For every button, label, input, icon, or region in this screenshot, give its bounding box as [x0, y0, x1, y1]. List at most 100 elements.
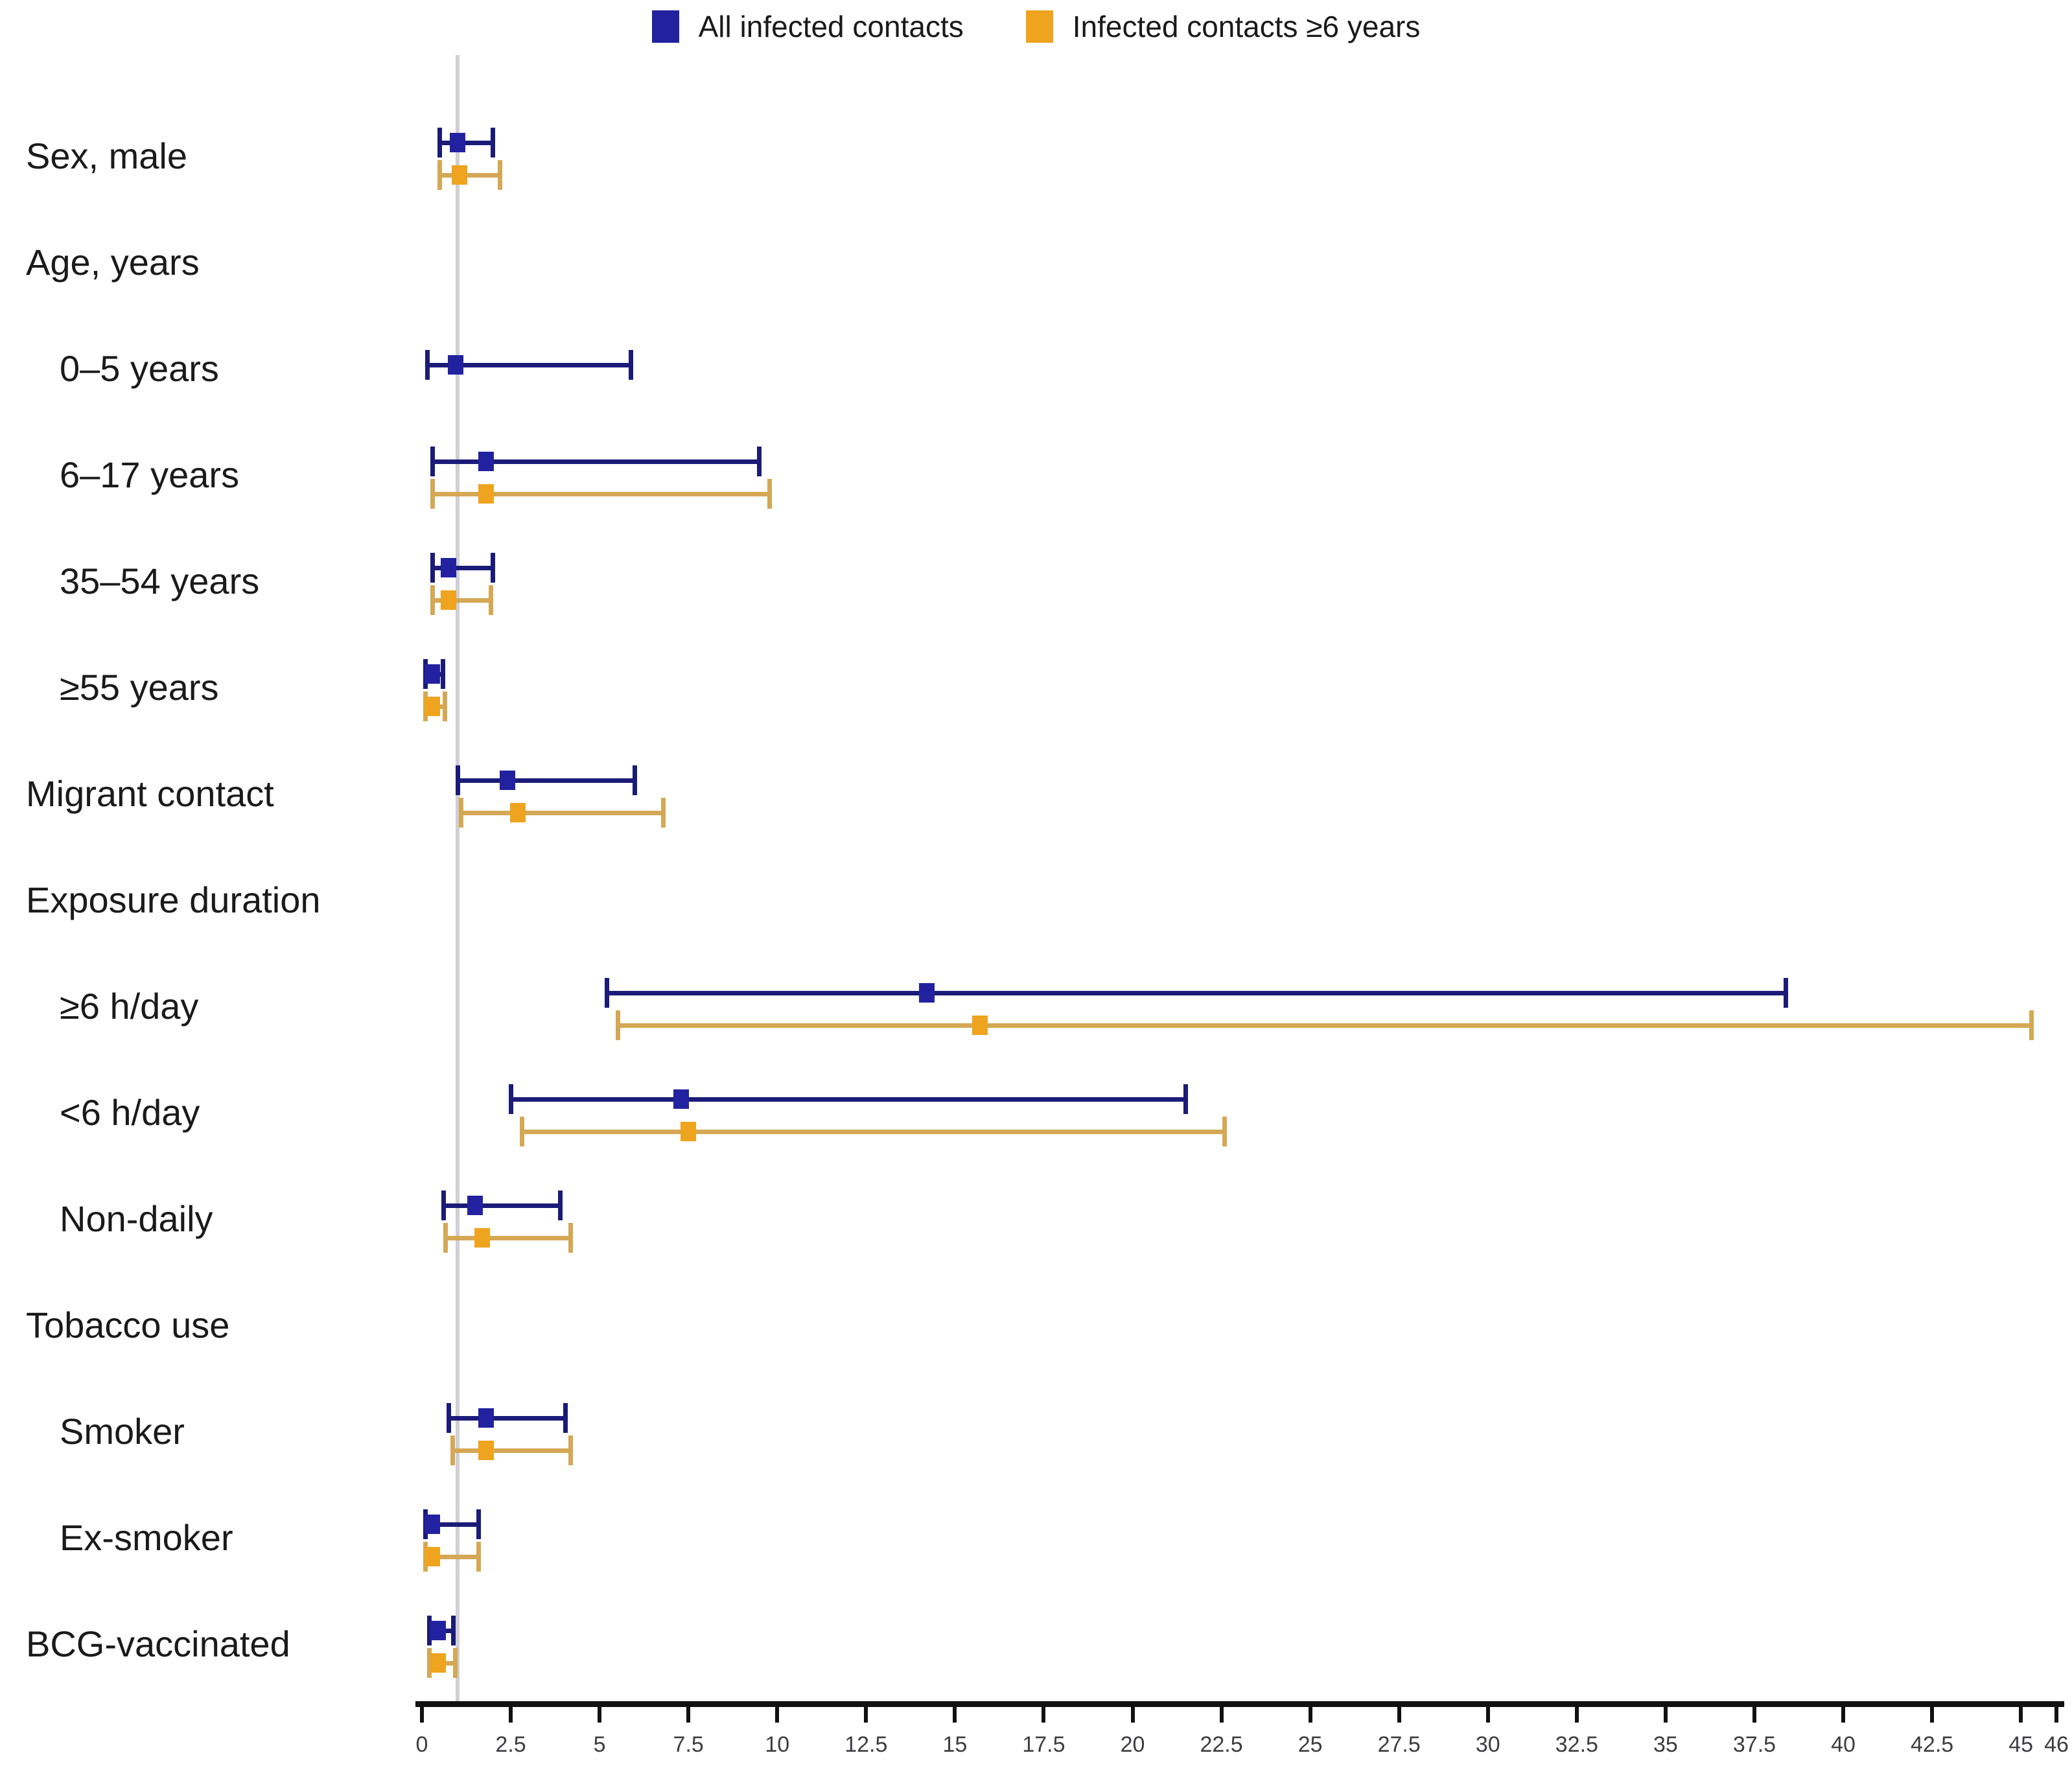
legend: All infected contacts Infected contacts … [0, 9, 2072, 44]
error-bar-cap-right [490, 128, 495, 157]
x-axis-tick [953, 1707, 957, 1723]
x-axis-tick [420, 1707, 424, 1723]
point-marker [425, 1547, 441, 1566]
x-tick-label: 22.5 [1200, 1732, 1243, 1757]
error-bar-cap-left [605, 978, 610, 1008]
error-bar-line [439, 172, 500, 178]
error-bar-line [452, 1448, 572, 1453]
point-marker [478, 1408, 494, 1428]
error-bar-cap-right [756, 447, 762, 476]
x-tick-label: 30 [1475, 1732, 1500, 1757]
point-marker [478, 1441, 494, 1460]
error-bar-cap-left [519, 1117, 524, 1146]
point-marker [467, 1196, 483, 1215]
point-marker [478, 484, 494, 504]
point-marker [448, 355, 464, 375]
x-axis-tick [1219, 1707, 1224, 1723]
x-tick-label: 17.5 [1022, 1732, 1065, 1757]
legend-label: All infected contacts [698, 10, 964, 43]
error-bar-cap-right [476, 1542, 481, 1572]
error-bar-line [427, 362, 632, 367]
point-marker [673, 1089, 690, 1109]
error-bar-cap-right [497, 160, 502, 190]
x-tick-label: 35 [1653, 1732, 1678, 1757]
point-marker [474, 1228, 491, 1248]
x-axis-tick [1663, 1707, 1668, 1723]
error-bar-cap-left [430, 585, 436, 615]
x-tick-label: 27.5 [1377, 1732, 1421, 1757]
point-marker [425, 697, 441, 716]
row-label: BCG-vaccinated [26, 1623, 290, 1664]
error-bar-line [432, 491, 771, 496]
error-bar-cap-left [437, 128, 443, 157]
x-tick-label: 15 [942, 1732, 968, 1757]
error-bar-line [443, 1203, 561, 1208]
point-marker [681, 1122, 697, 1141]
x-tick-label: 20 [1120, 1732, 1145, 1757]
error-bar-cap-right [488, 585, 493, 615]
category-header-label: Exposure duration [26, 879, 321, 920]
x-tick-label: 5 [593, 1732, 606, 1757]
x-tick-label: 0 [415, 1732, 428, 1757]
error-bar-cap-right [440, 659, 445, 689]
x-axis-tick [864, 1707, 868, 1723]
error-bar-line [432, 565, 493, 570]
error-bar-line [457, 778, 635, 783]
x-axis-tick [1042, 1707, 1046, 1723]
x-tick-label: 37.5 [1732, 1732, 1776, 1757]
error-bar-line [461, 810, 664, 815]
legend-swatch-icon [1025, 10, 1053, 43]
error-bar-line [617, 1023, 2032, 1028]
legend-label: Infected contacts ≥6 years [1072, 10, 1421, 43]
error-bar-line [521, 1129, 1226, 1134]
row-label: ≥55 years [60, 667, 219, 708]
point-marker [972, 1016, 988, 1035]
point-marker [430, 1653, 446, 1673]
legend-swatch-icon [651, 10, 679, 43]
x-tick-label: 40 [1831, 1732, 1856, 1757]
error-bar-line [511, 1097, 1186, 1102]
point-marker [451, 165, 467, 185]
x-axis-tick [1574, 1707, 1579, 1723]
row-label: ≥6 h/day [60, 986, 199, 1027]
x-tick-label: 10 [765, 1732, 790, 1757]
x-axis-tick [1130, 1707, 1135, 1723]
error-bar-cap-right [563, 1403, 568, 1433]
x-tick-label: 32.5 [1555, 1732, 1598, 1757]
x-tick-label: 42.5 [1911, 1732, 1954, 1757]
category-header-label: Tobacco use [26, 1305, 230, 1345]
error-bar-cap-left [455, 765, 460, 795]
error-bar-line [448, 1415, 566, 1421]
error-bar-line [432, 459, 760, 464]
x-axis-line [415, 1701, 2064, 1707]
point-marker [449, 133, 465, 152]
error-bar-cap-left [615, 1010, 620, 1040]
error-bar-cap-left [441, 1190, 446, 1220]
row-label: 6–17 years [60, 454, 240, 495]
error-bar-cap-right [629, 350, 634, 380]
error-bar-cap-left [426, 1616, 432, 1645]
error-bar-cap-left [450, 1435, 455, 1465]
reference-line [455, 55, 460, 1701]
error-bar-line [607, 990, 1787, 995]
error-bar-line [425, 1522, 479, 1527]
error-bar-cap-left [509, 1084, 514, 1114]
error-bar-line [445, 1235, 572, 1240]
error-bar-cap-right [1784, 978, 1789, 1008]
x-axis-tick [1308, 1707, 1312, 1723]
error-bar-line [439, 140, 493, 145]
x-axis-tick [1930, 1707, 1935, 1723]
point-marker [425, 664, 441, 684]
x-tick-label: 25 [1298, 1732, 1323, 1757]
point-marker [918, 983, 935, 1003]
x-tick-label: 45 [2008, 1732, 2034, 1757]
error-bar-line [432, 598, 491, 603]
error-bar-cap-left [430, 479, 436, 509]
x-axis-tick [2055, 1707, 2058, 1723]
x-tick-label: 2.5 [495, 1732, 526, 1757]
error-bar-cap-left [437, 160, 443, 190]
error-bar-cap-left [443, 1223, 448, 1253]
error-bar-cap-right [1183, 1084, 1188, 1114]
